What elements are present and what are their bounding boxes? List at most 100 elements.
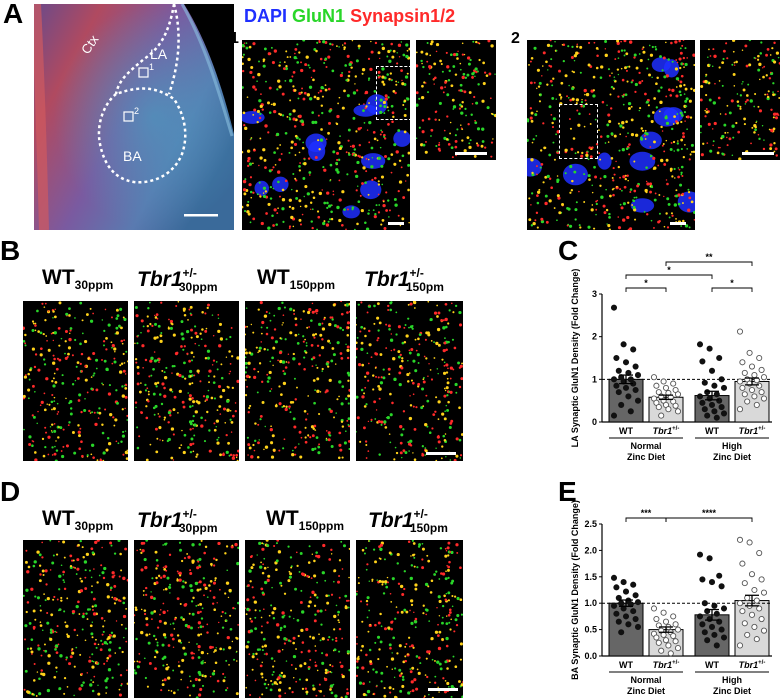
punctum bbox=[23, 394, 26, 398]
punctum bbox=[390, 657, 395, 661]
punctum bbox=[69, 407, 73, 410]
punctum bbox=[476, 144, 480, 147]
punctum bbox=[646, 213, 649, 216]
punctum bbox=[135, 637, 138, 641]
punctum bbox=[680, 171, 683, 174]
punctum bbox=[600, 65, 604, 69]
punctum bbox=[327, 438, 331, 442]
punctum bbox=[126, 419, 128, 421]
punctum bbox=[552, 141, 555, 144]
punctum bbox=[271, 611, 275, 615]
punctum bbox=[357, 582, 360, 585]
punctum bbox=[121, 385, 124, 388]
punctum bbox=[336, 341, 340, 345]
punctum bbox=[336, 205, 340, 210]
punctum bbox=[480, 144, 484, 148]
punctum bbox=[421, 542, 424, 545]
punctum bbox=[279, 629, 282, 632]
punctum bbox=[299, 551, 303, 555]
punctum bbox=[84, 576, 87, 579]
punctum bbox=[315, 551, 318, 554]
panel-letter-b: B bbox=[0, 235, 21, 266]
punctum bbox=[398, 382, 402, 387]
punctum bbox=[162, 610, 166, 615]
punctum bbox=[225, 450, 229, 454]
punctum bbox=[407, 360, 409, 362]
punctum bbox=[310, 76, 313, 79]
punctum bbox=[39, 331, 43, 335]
punctum bbox=[308, 97, 313, 101]
punctum bbox=[355, 130, 358, 133]
punctum bbox=[245, 645, 249, 649]
data-point bbox=[746, 539, 753, 546]
punctum bbox=[546, 83, 549, 86]
punctum bbox=[538, 93, 541, 96]
punctum bbox=[429, 54, 432, 57]
punctum bbox=[440, 318, 444, 322]
punctum bbox=[260, 672, 264, 676]
punctum bbox=[391, 577, 395, 581]
punctum bbox=[649, 190, 652, 194]
punctum bbox=[644, 188, 648, 193]
punctum bbox=[45, 335, 48, 337]
punctum bbox=[242, 179, 247, 184]
punctum bbox=[294, 177, 297, 180]
data-point bbox=[613, 354, 620, 362]
group-label: Zinc Diet bbox=[713, 452, 751, 462]
punctum bbox=[712, 144, 714, 147]
data-point bbox=[610, 376, 618, 383]
punctum bbox=[283, 592, 287, 595]
punctum bbox=[51, 393, 54, 397]
punctum bbox=[374, 367, 377, 369]
punctum bbox=[627, 101, 632, 106]
punctum bbox=[551, 125, 555, 129]
punctum bbox=[606, 104, 608, 107]
punctum bbox=[101, 431, 105, 435]
punctum bbox=[528, 218, 532, 222]
punctum bbox=[460, 433, 463, 436]
punctum bbox=[146, 324, 149, 328]
punctum bbox=[334, 363, 337, 365]
punctum bbox=[293, 677, 295, 679]
punctum bbox=[155, 638, 158, 641]
punctum bbox=[642, 50, 646, 54]
la-puncta-wt30 bbox=[23, 301, 128, 461]
punctum bbox=[401, 154, 405, 158]
punctum bbox=[373, 89, 377, 93]
punctum bbox=[157, 413, 160, 415]
punctum bbox=[245, 366, 248, 369]
punctum bbox=[355, 189, 358, 192]
punctum bbox=[326, 601, 330, 605]
punctum bbox=[219, 395, 223, 399]
punctum bbox=[158, 426, 162, 430]
punctum bbox=[356, 89, 359, 92]
punctum bbox=[31, 320, 35, 323]
punctum bbox=[617, 226, 622, 230]
punctum bbox=[390, 171, 393, 174]
punctum bbox=[93, 411, 96, 414]
punctum bbox=[192, 415, 195, 418]
punctum bbox=[451, 98, 455, 102]
punctum bbox=[397, 214, 400, 217]
punctum bbox=[606, 134, 610, 138]
punctum bbox=[271, 683, 274, 686]
punctum bbox=[692, 53, 695, 57]
punctum bbox=[39, 353, 43, 357]
punctum bbox=[471, 76, 474, 79]
punctum bbox=[158, 619, 162, 623]
punctum bbox=[413, 458, 417, 461]
punctum bbox=[114, 350, 116, 353]
punctum bbox=[323, 318, 326, 321]
punctum bbox=[679, 84, 683, 88]
punctum bbox=[259, 104, 263, 109]
punctum bbox=[311, 208, 314, 211]
punctum bbox=[263, 653, 266, 655]
punctum bbox=[724, 113, 727, 116]
punctum bbox=[566, 224, 569, 227]
punctum bbox=[455, 543, 459, 547]
punctum bbox=[177, 301, 180, 303]
punctum bbox=[284, 692, 287, 695]
punctum bbox=[206, 652, 209, 655]
punctum bbox=[456, 596, 460, 601]
punctum bbox=[122, 614, 127, 619]
